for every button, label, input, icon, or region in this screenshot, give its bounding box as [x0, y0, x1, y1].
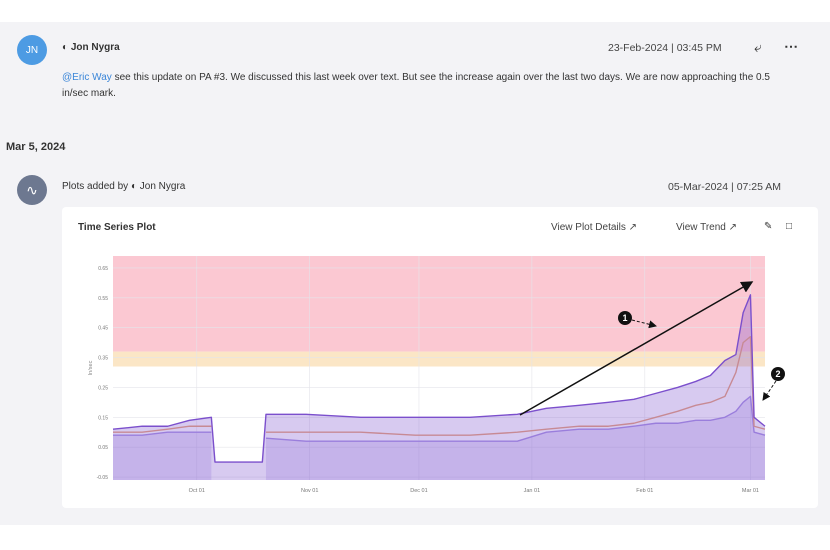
y-tick-label: 0.05 [98, 445, 108, 451]
y-tick-label: 0.15 [98, 415, 108, 421]
plot-area: -0.05 0.05 0.15 0.25 0.35 0.45 0.55 0.65 Oct 01 N… [88, 256, 766, 494]
author[interactable]: ◐ Jon Nygra [62, 42, 120, 53]
x-tick-label: Mar 01 [742, 488, 759, 494]
message: @Eric Way see this update on PA #3. We d… [62, 70, 782, 102]
action: Plots added by [62, 181, 129, 192]
annotation-marker [618, 311, 632, 325]
annotation-arrow [519, 281, 754, 416]
avatar: JN [17, 35, 47, 65]
plot-time: 05-Mar-2024 | 07:25 AM [668, 181, 782, 193]
time: 07:25 AM [736, 181, 782, 193]
y-tick-label: 0.45 [98, 326, 108, 332]
reply-button[interactable]: ⤶ [754, 39, 762, 55]
date: 05-Mar-2024 [668, 181, 729, 193]
annotation-label: 1 [622, 313, 627, 323]
y-tick-label: 0.55 [98, 296, 108, 302]
plot-avatar: ∿ [17, 175, 47, 205]
x-tick-label: Nov 01 [301, 488, 318, 494]
series-area [113, 396, 765, 480]
author-name[interactable]: Jon Nygra [139, 181, 186, 192]
annotation-marker [771, 367, 785, 381]
annotation-label: 2 [775, 369, 780, 379]
edit-icon[interactable]: ✎ [764, 221, 773, 232]
view-trend[interactable]: View Trend ↗ [676, 222, 738, 233]
link-text[interactable]: View Plot Details [551, 222, 626, 233]
view-plot-details[interactable]: View Plot Details ↗ [551, 222, 638, 233]
plot-title: Time Series Plot [78, 222, 156, 233]
plot-author: Plots added by ◐ Jon Nygra [62, 181, 186, 192]
annotation-pointer [762, 380, 777, 401]
post-time: 23-Feb-2024 | 03:45 PM [608, 42, 722, 54]
x-tick-label: Oct 01 [189, 488, 205, 494]
link-text[interactable]: View Trend [676, 222, 726, 233]
threshold-band [113, 351, 765, 367]
delete-icon[interactable]: □ [786, 221, 793, 232]
x-tick-label: Feb 01 [636, 488, 653, 494]
annotation-pointer [631, 319, 657, 329]
y-axis-label: In/sec [88, 360, 94, 375]
message-text: see this update on PA #3. We discussed t… [62, 72, 770, 99]
mention[interactable]: @Eric Way [62, 72, 112, 83]
y-tick-label: 0.65 [98, 266, 108, 272]
y-tick-label: 0.35 [98, 356, 108, 362]
x-tick-label: Dec 01 [410, 488, 427, 494]
date-divider: Mar 5, 2024 [6, 141, 66, 153]
x-tick-label: Jan 01 [524, 488, 541, 494]
more-button[interactable]: ⋯ [784, 38, 798, 54]
date: 23-Feb-2024 [608, 42, 669, 54]
author-name[interactable]: Jon Nygra [70, 42, 120, 53]
annotations: 1 2 [519, 281, 785, 416]
time: 03:45 PM [676, 42, 722, 54]
y-tick-label: 0.25 [98, 385, 108, 391]
series-line [113, 335, 766, 436]
series-area [113, 294, 765, 480]
series-line [113, 395, 766, 442]
threshold-band [113, 256, 765, 352]
series-line [112, 294, 766, 463]
y-tick-label: -0.05 [97, 475, 109, 481]
